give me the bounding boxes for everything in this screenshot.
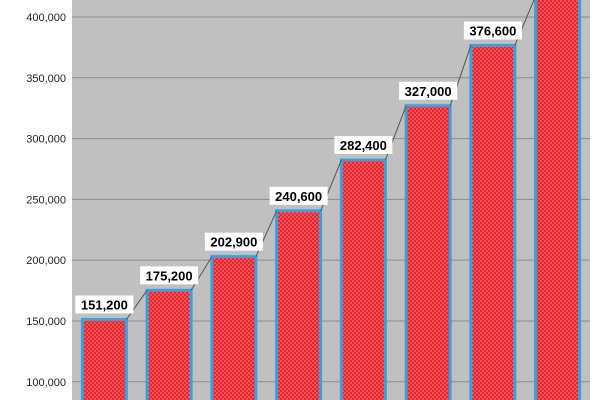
data-label-box xyxy=(269,186,328,205)
bar xyxy=(210,255,258,400)
y-tick-label: 100,000 xyxy=(26,377,66,389)
y-tick-label: 200,000 xyxy=(26,255,66,267)
data-label-box xyxy=(140,266,199,285)
data-label-box xyxy=(75,295,134,314)
bar xyxy=(534,0,582,400)
data-label-box xyxy=(334,136,393,154)
bar xyxy=(339,158,387,400)
data-label: 151,200 xyxy=(81,298,128,313)
connector-line xyxy=(190,256,213,291)
data-label-box xyxy=(399,81,458,100)
data-label: 376,600 xyxy=(469,23,516,38)
data-label: 240,600 xyxy=(275,189,322,204)
y-tick-label: 250,000 xyxy=(26,194,66,206)
data-label-box xyxy=(204,232,263,251)
data-label: 202,900 xyxy=(210,235,257,250)
data-label: 327,000 xyxy=(405,84,452,99)
data-label-box xyxy=(463,21,522,40)
bars xyxy=(80,0,582,400)
bar xyxy=(80,318,128,400)
data-label: 175,200 xyxy=(146,268,193,283)
y-tick-label: 300,000 xyxy=(26,134,66,146)
y-tick-label: 350,000 xyxy=(26,73,66,85)
bar xyxy=(275,209,323,400)
bar xyxy=(145,288,193,400)
bar xyxy=(404,104,452,400)
y-tick-label: 400,000 xyxy=(26,12,66,24)
y-tick-label: 150,000 xyxy=(26,316,66,328)
data-labels: 151,200 175,200 202,900 240,600 282,400 327,0… xyxy=(75,21,522,314)
data-label: 282,400 xyxy=(340,138,387,153)
connector-line xyxy=(125,290,148,320)
y-axis: 100,000 150,000 200,000 250,000 300,000 350,0… xyxy=(26,12,66,389)
bar xyxy=(469,43,517,400)
